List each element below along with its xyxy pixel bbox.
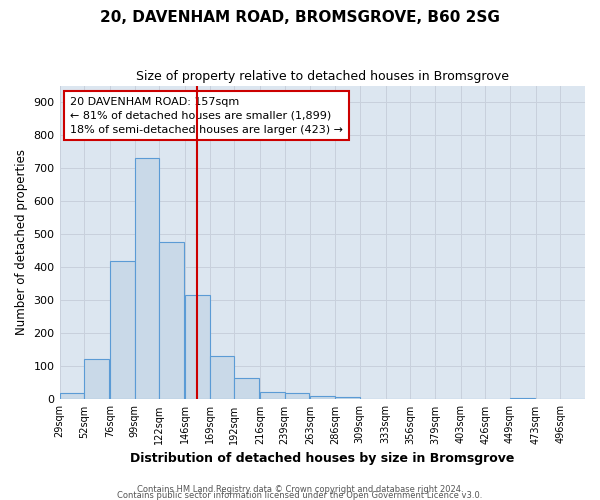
Bar <box>84 359 109 400</box>
Y-axis label: Number of detached properties: Number of detached properties <box>15 150 28 336</box>
Bar <box>185 296 209 400</box>
Text: 20, DAVENHAM ROAD, BROMSGROVE, B60 2SG: 20, DAVENHAM ROAD, BROMSGROVE, B60 2SG <box>100 10 500 25</box>
Bar <box>260 392 285 400</box>
Title: Size of property relative to detached houses in Bromsgrove: Size of property relative to detached ho… <box>136 70 509 83</box>
Text: Contains HM Land Registry data © Crown copyright and database right 2024.: Contains HM Land Registry data © Crown c… <box>137 484 463 494</box>
Bar <box>209 356 235 400</box>
Bar <box>310 396 335 400</box>
Bar <box>134 158 159 400</box>
Bar <box>335 397 360 400</box>
Bar <box>285 394 310 400</box>
Bar <box>159 242 184 400</box>
Bar <box>59 394 84 400</box>
Bar <box>110 262 134 400</box>
Bar <box>235 378 259 400</box>
X-axis label: Distribution of detached houses by size in Bromsgrove: Distribution of detached houses by size … <box>130 452 514 465</box>
Text: Contains public sector information licensed under the Open Government Licence v3: Contains public sector information licen… <box>118 490 482 500</box>
Text: 20 DAVENHAM ROAD: 157sqm
← 81% of detached houses are smaller (1,899)
18% of sem: 20 DAVENHAM ROAD: 157sqm ← 81% of detach… <box>70 96 343 134</box>
Bar <box>510 398 535 400</box>
